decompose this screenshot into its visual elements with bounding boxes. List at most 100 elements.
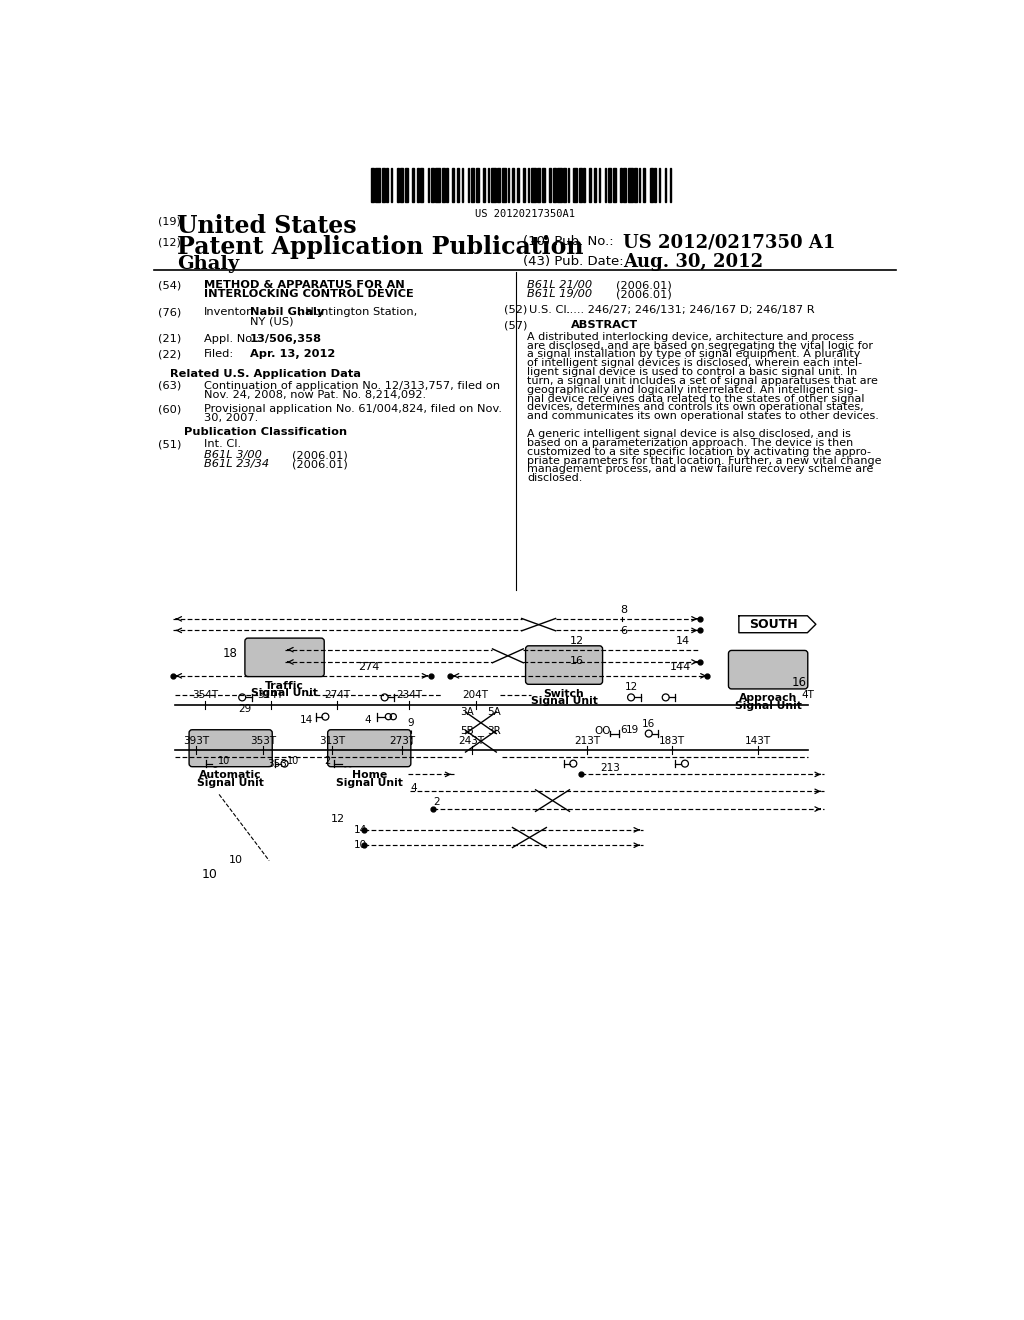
Text: Switch: Switch [544,689,585,698]
Bar [531,168,536,202]
Text: A distributed interlocking device, architecture and process: A distributed interlocking device, archi… [527,331,854,342]
Bar [572,168,578,202]
Text: 6: 6 [620,626,627,636]
Bar [420,168,423,202]
Text: ligent signal device is used to control a basic signal unit. In: ligent signal device is used to control … [527,367,857,378]
Bar [542,168,545,202]
Text: Appl. No.:: Appl. No.: [204,334,259,345]
Bar [441,168,444,202]
Bar [538,168,541,202]
Bar [471,168,474,202]
Text: (19): (19) [158,216,180,226]
Bar [431,168,434,202]
Text: 5A: 5A [487,708,501,717]
Text: priate parameters for that location. Further, a new vital change: priate parameters for that location. Fur… [527,455,882,466]
Text: (57): (57) [504,321,527,330]
Bar [612,168,615,202]
Text: (2006.01): (2006.01) [615,280,672,290]
Bar [624,168,627,202]
Bar [634,168,637,202]
Bar [563,168,566,202]
FancyBboxPatch shape [189,730,272,767]
Text: 29: 29 [238,704,251,714]
Text: 213: 213 [600,763,621,772]
Text: 274T: 274T [324,690,350,700]
Bar [397,168,398,202]
Text: U.S. Cl.: U.S. Cl. [528,305,570,314]
Text: 6: 6 [621,725,627,735]
Text: 16: 16 [792,676,806,689]
Text: 9: 9 [408,718,414,727]
Bar [391,168,392,202]
Text: US 2012/0217350 A1: US 2012/0217350 A1 [624,234,836,251]
Text: Nov. 24, 2008, now Pat. No. 8,214,092.: Nov. 24, 2008, now Pat. No. 8,214,092. [204,391,426,400]
Bar [553,168,556,202]
Text: Signal Unit: Signal Unit [734,701,802,710]
Text: Continuation of application No. 12/313,757, filed on: Continuation of application No. 12/313,7… [204,381,500,391]
Text: Ghaly: Ghaly [177,256,239,273]
Text: 14: 14 [354,825,368,836]
Bar [497,168,500,202]
Bar [428,168,429,202]
Text: 8: 8 [620,606,627,615]
Bar [446,168,447,202]
Text: Traffic: Traffic [265,681,304,690]
Text: 10: 10 [354,840,367,850]
Text: 393T: 393T [183,735,209,746]
Bar [487,168,489,202]
Text: US 20120217350A1: US 20120217350A1 [475,209,574,219]
Text: 3R: 3R [487,726,501,737]
Text: METHOD & APPARATUS FOR AN: METHOD & APPARATUS FOR AN [204,280,404,290]
Text: 30, 2007.: 30, 2007. [204,413,258,424]
Text: (43) Pub. Date:: (43) Pub. Date: [523,256,624,268]
Text: ABSTRACT: ABSTRACT [570,321,638,330]
Text: Int. Cl.: Int. Cl. [204,440,241,449]
Bar [523,168,524,202]
Text: 16: 16 [569,656,584,667]
Text: (22): (22) [158,350,180,359]
Bar [457,168,459,202]
Text: 12: 12 [625,682,638,693]
Bar [557,168,562,202]
Text: 10: 10 [287,755,299,766]
Bar [649,168,652,202]
Bar [579,168,582,202]
Text: 273T: 273T [389,735,416,746]
Bar [453,168,454,202]
Text: disclosed.: disclosed. [527,474,583,483]
Text: 353: 353 [267,759,288,768]
Bar [599,168,600,202]
Bar [483,168,484,202]
Text: 13/506,358: 13/506,358 [250,334,322,345]
Bar [528,168,529,202]
Text: (12): (12) [158,238,180,248]
Text: devices, determines and controls its own operational states,: devices, determines and controls its own… [527,403,863,412]
Bar [435,168,440,202]
Bar [404,168,408,202]
Bar [382,168,385,202]
Text: Signal Unit: Signal Unit [530,696,598,706]
Text: (54): (54) [158,280,181,290]
Text: 18: 18 [223,647,238,660]
Text: 10: 10 [229,855,243,865]
Text: 234T: 234T [396,690,422,700]
Bar [376,168,380,202]
Text: 3A: 3A [460,708,474,717]
Bar [639,168,640,202]
Text: 5B: 5B [460,726,474,737]
FancyBboxPatch shape [245,638,325,677]
Text: Signal Unit: Signal Unit [198,777,264,788]
Bar [605,168,606,202]
Text: INTERLOCKING CONTROL DEVICE: INTERLOCKING CONTROL DEVICE [204,289,414,300]
Text: 4T: 4T [802,690,815,700]
Text: (2006.01): (2006.01) [292,459,348,470]
Text: and communicates its own operational states to other devices.: and communicates its own operational sta… [527,412,879,421]
Bar [490,168,496,202]
Text: are disclosed, and are based on segregating the vital logic for: are disclosed, and are based on segregat… [527,341,873,351]
Bar [400,168,403,202]
Bar [508,168,509,202]
Text: 314T: 314T [258,690,284,700]
Text: OO: OO [594,726,610,735]
Text: 4: 4 [410,783,417,793]
Text: (21): (21) [158,334,181,345]
